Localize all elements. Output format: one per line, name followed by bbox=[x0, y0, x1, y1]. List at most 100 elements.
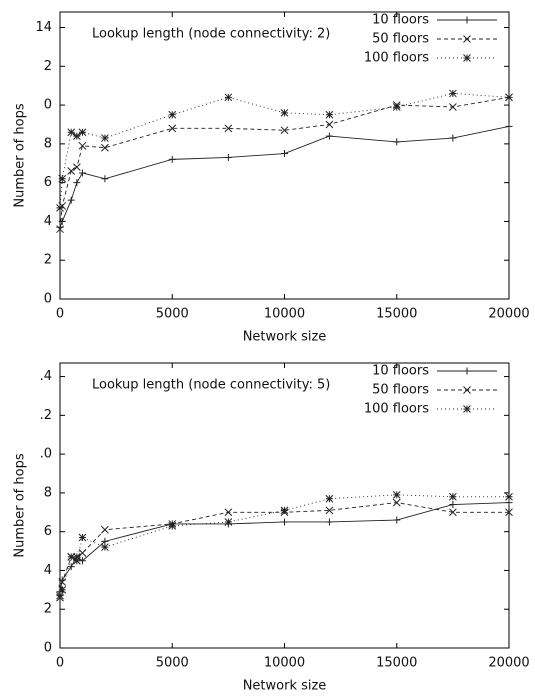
y-tick-label: .0 bbox=[40, 447, 52, 462]
y-tick-label: 2 bbox=[44, 59, 52, 74]
chart-title: Lookup length (node connectivity: 5) bbox=[92, 378, 330, 393]
y-tick-label: 2 bbox=[44, 253, 52, 268]
data-point bbox=[325, 110, 334, 119]
series-line bbox=[59, 502, 509, 598]
data-point bbox=[78, 549, 87, 557]
data-point bbox=[78, 533, 87, 542]
data-point bbox=[73, 179, 81, 187]
x-axis-label: Network size bbox=[243, 679, 327, 694]
x-tick-label: 15000 bbox=[376, 307, 417, 322]
data-point bbox=[325, 506, 334, 515]
data-point bbox=[449, 492, 457, 501]
x-tick-label: 5000 bbox=[156, 656, 189, 671]
data-point bbox=[449, 508, 457, 517]
legend-marker bbox=[463, 405, 471, 413]
data-point bbox=[505, 492, 513, 501]
x-tick-label: 0 bbox=[56, 307, 64, 322]
data-point bbox=[393, 138, 401, 146]
data-point bbox=[168, 124, 177, 133]
data-point bbox=[505, 122, 513, 130]
y-tick-label: .4 bbox=[40, 369, 52, 384]
y-tick-label: .2 bbox=[40, 408, 52, 423]
data-point bbox=[168, 110, 177, 119]
data-point bbox=[67, 196, 75, 204]
data-point bbox=[224, 153, 232, 161]
legend-label: 50 floors bbox=[372, 383, 429, 398]
chart-title: Lookup length (node connectivity: 2) bbox=[92, 27, 330, 42]
data-point bbox=[449, 501, 457, 509]
data-point bbox=[58, 217, 66, 225]
x-tick-label: 5000 bbox=[156, 307, 189, 322]
data-point bbox=[58, 585, 67, 594]
series-line bbox=[59, 96, 510, 230]
y-tick-label: 0 bbox=[44, 641, 52, 656]
x-tick-label: 0 bbox=[56, 656, 64, 671]
legend-marker bbox=[463, 54, 471, 62]
data-point bbox=[392, 103, 401, 111]
data-point bbox=[56, 204, 64, 212]
legend-label: 50 floors bbox=[372, 32, 429, 47]
y-axis-label: Number of hops bbox=[13, 103, 28, 207]
data-point bbox=[281, 518, 288, 526]
x-tick-label: 10000 bbox=[264, 656, 305, 671]
y-tick-label: 2 bbox=[44, 602, 52, 617]
data-point bbox=[56, 591, 64, 600]
data-point bbox=[393, 516, 401, 524]
legend-marker bbox=[463, 367, 471, 375]
data-point bbox=[325, 132, 333, 140]
data-point bbox=[101, 134, 109, 142]
y-tick-label: 4 bbox=[44, 563, 52, 578]
legend-label: 10 floors bbox=[372, 364, 429, 379]
data-point bbox=[280, 108, 289, 117]
data-point bbox=[505, 93, 513, 102]
y-tick-label: 8 bbox=[44, 136, 52, 151]
plot-frame bbox=[59, 362, 510, 649]
data-point bbox=[168, 155, 176, 163]
data-point bbox=[72, 163, 81, 171]
x-tick-label: 15000 bbox=[376, 656, 417, 671]
data-point bbox=[224, 124, 233, 133]
data-point bbox=[325, 120, 334, 129]
y-tick-label: 0 bbox=[44, 292, 52, 307]
data-point bbox=[280, 126, 289, 135]
x-tick-label: 10000 bbox=[264, 307, 305, 322]
data-point bbox=[224, 93, 233, 102]
y-axis-label: Number of hops bbox=[13, 453, 28, 557]
series-line bbox=[59, 502, 510, 592]
data-point bbox=[78, 141, 87, 150]
x-axis-label: Network size bbox=[243, 330, 327, 345]
data-point bbox=[101, 543, 109, 552]
data-point bbox=[224, 508, 233, 517]
y-tick-label: 6 bbox=[44, 175, 52, 190]
x-tick-label: 20000 bbox=[488, 307, 529, 322]
data-point bbox=[168, 522, 177, 530]
legend-label: 10 floors bbox=[372, 13, 429, 28]
data-point bbox=[392, 490, 401, 499]
data-point bbox=[78, 128, 87, 137]
data-point bbox=[325, 494, 334, 503]
data-point bbox=[392, 498, 401, 507]
data-point bbox=[449, 134, 457, 142]
data-point bbox=[67, 167, 76, 175]
data-point bbox=[67, 128, 76, 137]
legend-marker bbox=[463, 35, 471, 43]
data-point bbox=[281, 150, 288, 158]
data-point bbox=[56, 225, 64, 234]
y-tick-label: 4 bbox=[44, 214, 52, 229]
legend-marker bbox=[463, 386, 471, 394]
data-point bbox=[280, 506, 289, 515]
data-point bbox=[449, 89, 457, 98]
data-point bbox=[67, 553, 76, 561]
y-tick-label: 14 bbox=[35, 20, 52, 35]
data-point bbox=[58, 174, 67, 183]
legend-marker bbox=[463, 16, 471, 24]
data-point bbox=[78, 169, 86, 177]
data-point bbox=[101, 525, 109, 534]
y-tick-label: 8 bbox=[44, 485, 52, 500]
data-point bbox=[449, 103, 457, 111]
data-point bbox=[72, 556, 81, 565]
y-tick-label: 6 bbox=[44, 524, 52, 539]
data-point bbox=[224, 518, 233, 526]
data-point bbox=[325, 518, 333, 526]
data-point bbox=[101, 143, 109, 152]
